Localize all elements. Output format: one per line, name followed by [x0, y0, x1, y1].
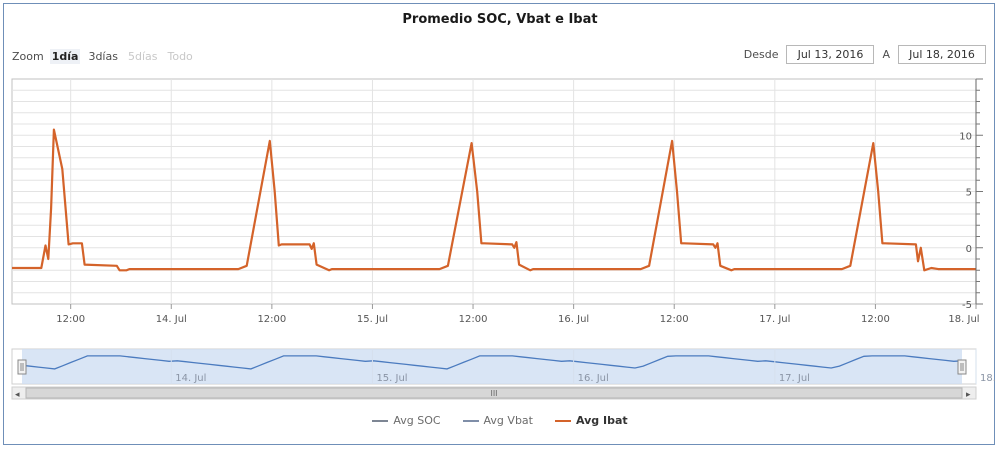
- x-tick-label: 15. Jul: [357, 314, 388, 325]
- chart-title: Promedio SOC, Vbat e Ibat: [402, 12, 598, 27]
- from-label: Desde: [743, 48, 779, 61]
- legend: Avg SOC Avg Vbat Avg Ibat: [0, 414, 1000, 427]
- series-line-ibat: [12, 128, 976, 272]
- series-layer: [12, 128, 976, 272]
- y-tick-label: 5: [966, 188, 972, 199]
- x-tick-label: 14. Jul: [156, 314, 187, 325]
- from-date-input[interactable]: Jul 13, 2016: [786, 45, 875, 64]
- date-range-selector: Desde Jul 13, 2016 A Jul 18, 2016: [744, 45, 986, 64]
- navigator-label: 17. Jul: [779, 373, 810, 384]
- x-tick-label: 18. Jul: [948, 314, 979, 325]
- x-tick-label: 17. Jul: [759, 314, 790, 325]
- scroll-right-arrow-icon[interactable]: ▸: [966, 390, 971, 400]
- y-tick-label: 0: [966, 244, 972, 255]
- navigator-handle-left[interactable]: [17, 359, 27, 375]
- zoom-5-days-button[interactable]: 5días: [127, 50, 158, 63]
- x-tick-label: 12:00: [459, 314, 488, 325]
- scrollbar-thumb[interactable]: [25, 387, 963, 399]
- zoom-all-button[interactable]: Todo: [167, 50, 193, 63]
- y-tick-label: 10: [959, 131, 972, 142]
- legend-label-vbat: Avg Vbat: [483, 414, 533, 427]
- scrollbar-grip: III: [490, 389, 497, 398]
- legend-item-vbat[interactable]: Avg Vbat: [462, 414, 533, 427]
- navigator-label: 16. Jul: [578, 373, 609, 384]
- axis-layer: 12:00 14. Jul 12:00 15. Jul 12:00 16. Jul 12:0…: [56, 78, 983, 325]
- legend-swatch-ibat: [554, 419, 571, 422]
- y-tick-label: -5: [962, 300, 972, 311]
- legend-label-ibat: Avg Ibat: [575, 414, 628, 427]
- x-tick-label: 16. Jul: [558, 314, 589, 325]
- navigator-label: 15. Jul: [376, 373, 407, 384]
- zoom-3-days-button[interactable]: 3días: [88, 50, 118, 63]
- legend-item-soc[interactable]: Avg SOC: [372, 414, 441, 427]
- navigator-label: 18.: [980, 373, 996, 384]
- x-tick-label: 12:00: [257, 314, 286, 325]
- legend-label-soc: Avg SOC: [393, 414, 441, 427]
- to-label: A: [882, 48, 890, 61]
- zoom-1-day-button[interactable]: 1día: [49, 49, 81, 64]
- zoom-bar: Zoom 1día 3días 5días Todo: [12, 49, 195, 64]
- legend-item-ibat[interactable]: Avg Ibat: [554, 414, 628, 427]
- legend-swatch-soc: [372, 419, 389, 422]
- to-date-input[interactable]: Jul 18, 2016: [898, 45, 986, 64]
- navigator: 14. Jul 15. Jul 16. Jul 17. Jul 18. III ◂ ▸: [11, 348, 996, 400]
- x-tick-label: 12:00: [660, 314, 689, 325]
- navigator-selection: [22, 349, 962, 384]
- x-tick-label: 12:00: [56, 314, 85, 325]
- zoom-label: Zoom: [12, 50, 44, 63]
- legend-swatch-vbat: [462, 419, 479, 422]
- navigator-line: [21, 355, 963, 370]
- navigator-handle-right[interactable]: [957, 359, 967, 375]
- navigator-label: 14. Jul: [175, 373, 206, 384]
- grid-layer: [11, 78, 977, 305]
- scroll-left-arrow-icon[interactable]: ◂: [15, 390, 20, 400]
- x-tick-label: 12:00: [861, 314, 890, 325]
